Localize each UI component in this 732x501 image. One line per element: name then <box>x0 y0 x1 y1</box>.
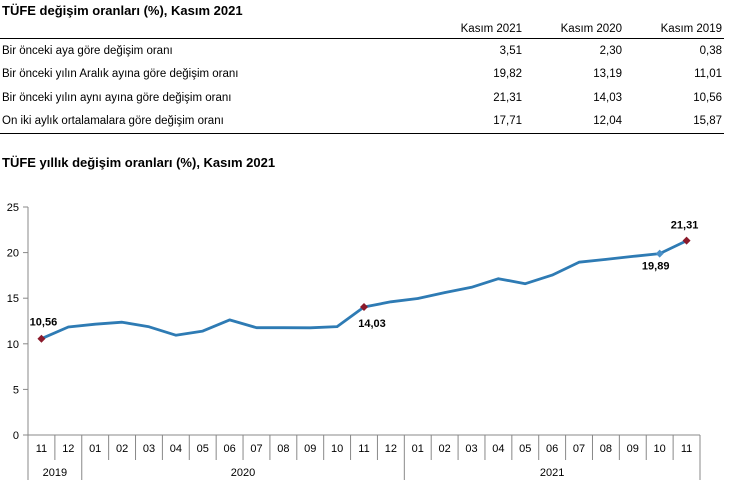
x-tick-label: 11 <box>358 443 369 455</box>
x-tick-label: 05 <box>197 443 209 455</box>
table-title: TÜFE değişim oranları (%), Kasım 2021 <box>2 3 243 18</box>
y-tick-label: 0 <box>13 430 19 442</box>
data-point <box>174 334 178 337</box>
x-tick-label: 10 <box>654 443 666 455</box>
x-tick-label: 03 <box>465 443 477 455</box>
data-point <box>255 326 258 329</box>
table-cell: 10,56 <box>693 91 722 104</box>
year-label: 2021 <box>540 467 564 479</box>
table-cell: 11,01 <box>694 68 722 81</box>
data-point <box>94 322 97 326</box>
year-label: 2019 <box>43 467 67 479</box>
data-point <box>631 255 634 258</box>
table-cell: 19,82 <box>493 68 522 81</box>
x-tick-label: 12 <box>62 443 74 455</box>
data-point <box>147 325 151 329</box>
year-label: 2020 <box>231 467 255 479</box>
x-tick-label: 06 <box>546 443 558 455</box>
column-header: Kasım 2020 <box>524 20 624 39</box>
x-tick-label: 02 <box>439 443 451 455</box>
data-point <box>443 291 446 294</box>
data-point <box>550 273 554 277</box>
x-tick-label: 05 <box>519 443 531 455</box>
table-row: Bir önceki yılın aynı ayına göre değişim… <box>0 86 724 110</box>
row-label: Bir önceki yılın Aralık ayına göre değiş… <box>2 68 239 81</box>
y-tick-label: 25 <box>7 202 19 214</box>
chart-title: TÜFE yıllık değişim oranları (%), Kasım … <box>2 155 276 170</box>
table-cell: 17,71 <box>430 109 524 134</box>
x-tick-label: 01 <box>412 443 424 455</box>
data-point <box>416 297 419 300</box>
x-tick-label: 04 <box>170 443 182 455</box>
highlight-marker <box>360 303 368 312</box>
table-cell: 14,03 <box>593 91 622 104</box>
x-tick-label: 12 <box>385 443 397 455</box>
x-tick-label: 11 <box>36 443 47 455</box>
table-cell: 13,19 <box>593 68 622 81</box>
data-point <box>120 320 124 324</box>
table-cell: 15,87 <box>624 109 724 134</box>
x-tick-label: 08 <box>277 443 289 455</box>
data-point <box>577 260 581 264</box>
highlight-marker <box>682 236 691 245</box>
x-tick-label: 09 <box>627 443 639 455</box>
x-tick-label: 08 <box>600 443 612 455</box>
table-cell: 3,51 <box>499 44 522 57</box>
column-header: Kasım 2019 <box>624 20 724 39</box>
x-tick-label: 07 <box>573 443 585 455</box>
table-cell: 12,04 <box>524 109 624 134</box>
data-label: 21,31 <box>671 220 699 232</box>
data-point <box>282 326 285 329</box>
data-point <box>389 300 393 304</box>
data-point <box>604 258 608 261</box>
row-label: Bir önceki aya göre değişim oranı <box>2 44 173 57</box>
x-tick-label: 06 <box>223 443 235 455</box>
data-label: 10,56 <box>30 317 58 329</box>
y-tick-label: 10 <box>7 339 19 351</box>
y-tick-label: 5 <box>13 384 19 396</box>
row-label: Bir önceki yılın aynı ayına göre değişim… <box>2 91 232 104</box>
x-tick-label: 02 <box>116 443 128 455</box>
data-point <box>67 325 70 329</box>
data-point <box>524 282 527 285</box>
table-cell: 2,30 <box>599 44 622 57</box>
row-label: On iki aylık ortalamalara göre değişim o… <box>0 109 430 134</box>
table-header-row: Kasım 2021 Kasım 2020 Kasım 2019 <box>0 20 724 39</box>
y-tick-label: 20 <box>7 248 19 260</box>
table-cell: 0,38 <box>699 44 722 57</box>
highlight-marker <box>37 334 46 343</box>
data-point <box>470 286 473 289</box>
data-point <box>335 325 339 328</box>
change-rates-table: Kasım 2021 Kasım 2020 Kasım 2019 Bir önc… <box>0 20 724 134</box>
x-tick-label: 03 <box>143 443 155 455</box>
x-tick-label: 10 <box>331 443 343 455</box>
x-tick-label: 07 <box>250 443 262 455</box>
column-header: Kasım 2021 <box>430 20 524 39</box>
x-tick-label: 04 <box>492 443 504 455</box>
x-tick-label: 09 <box>304 443 316 455</box>
x-tick-label: 01 <box>89 443 101 455</box>
data-point <box>228 318 231 322</box>
table-row: On iki aylık ortalamalara göre değişim o… <box>0 109 724 134</box>
table-cell: 21,31 <box>493 91 522 104</box>
y-tick-label: 15 <box>7 293 19 305</box>
data-point <box>309 326 312 330</box>
table-header-blank <box>0 20 430 39</box>
data-label: 19,89 <box>642 261 670 273</box>
data-label: 14,03 <box>358 318 386 330</box>
table-row: Bir önceki aya göre değişim oranı 3,51 2… <box>0 39 724 63</box>
x-tick-label: 11 <box>681 443 692 455</box>
data-point <box>497 277 500 280</box>
table-row: Bir önceki yılın Aralık ayına göre değiş… <box>0 63 724 87</box>
data-point <box>201 329 204 333</box>
